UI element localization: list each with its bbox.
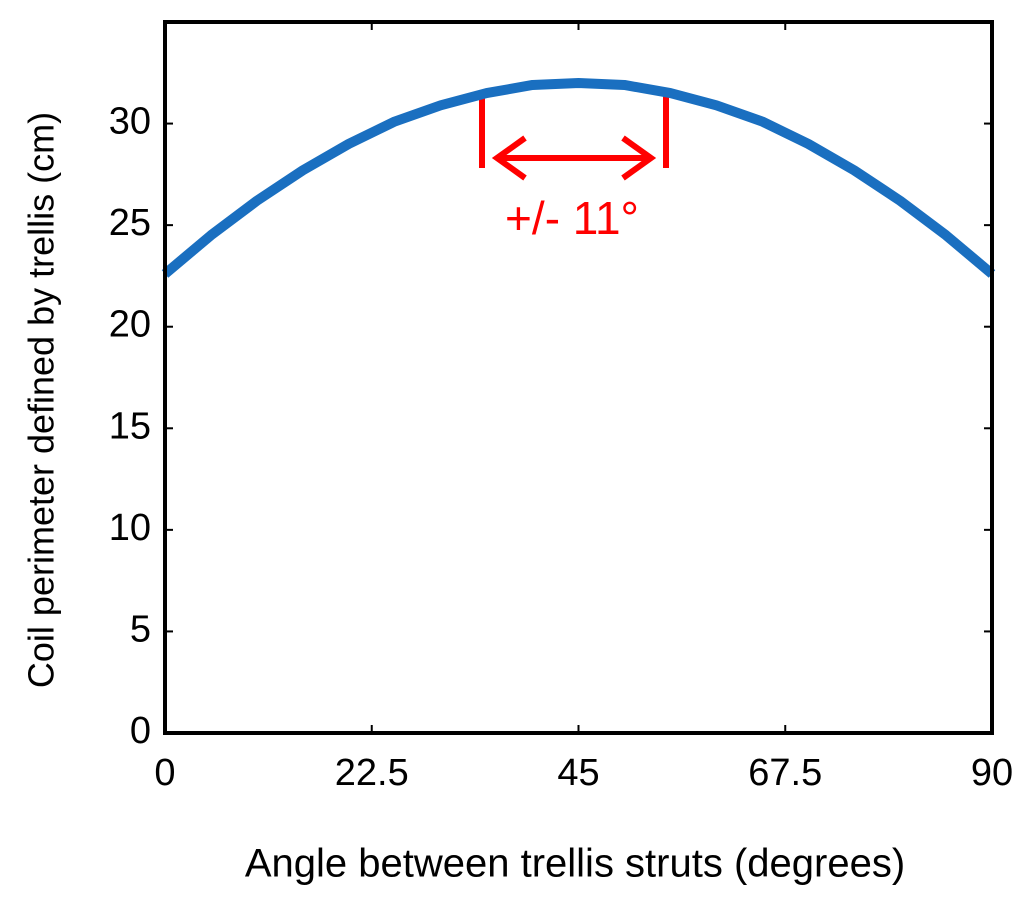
- annotation-text: +/- 11°: [505, 192, 639, 244]
- y-tick-label: 5: [130, 608, 151, 650]
- plot-frame: [163, 20, 994, 735]
- x-tick-label: 90: [971, 752, 1013, 794]
- x-axis-label: Angle between trellis struts (degrees): [245, 842, 905, 886]
- arrow-head-right: [621, 135, 657, 181]
- y-tick-label: 25: [109, 202, 151, 244]
- arrow-head-left: [491, 135, 527, 181]
- x-tick-label: 0: [154, 752, 175, 794]
- y-tick-label: 10: [109, 507, 151, 549]
- annotation-arrow: [479, 92, 669, 181]
- y-tick-label: 20: [109, 304, 151, 346]
- x-tick-label: 67.5: [748, 752, 822, 794]
- y-tick-label: 15: [109, 405, 151, 447]
- y-tick-label: 0: [130, 710, 151, 752]
- data-line: [161, 77, 996, 278]
- x-tick-label: 45: [557, 752, 599, 794]
- y-tick-label: 30: [109, 101, 151, 143]
- y-axis-label: Coil perimeter defined by trellis (cm): [21, 112, 62, 688]
- x-tick-label: 22.5: [335, 752, 409, 794]
